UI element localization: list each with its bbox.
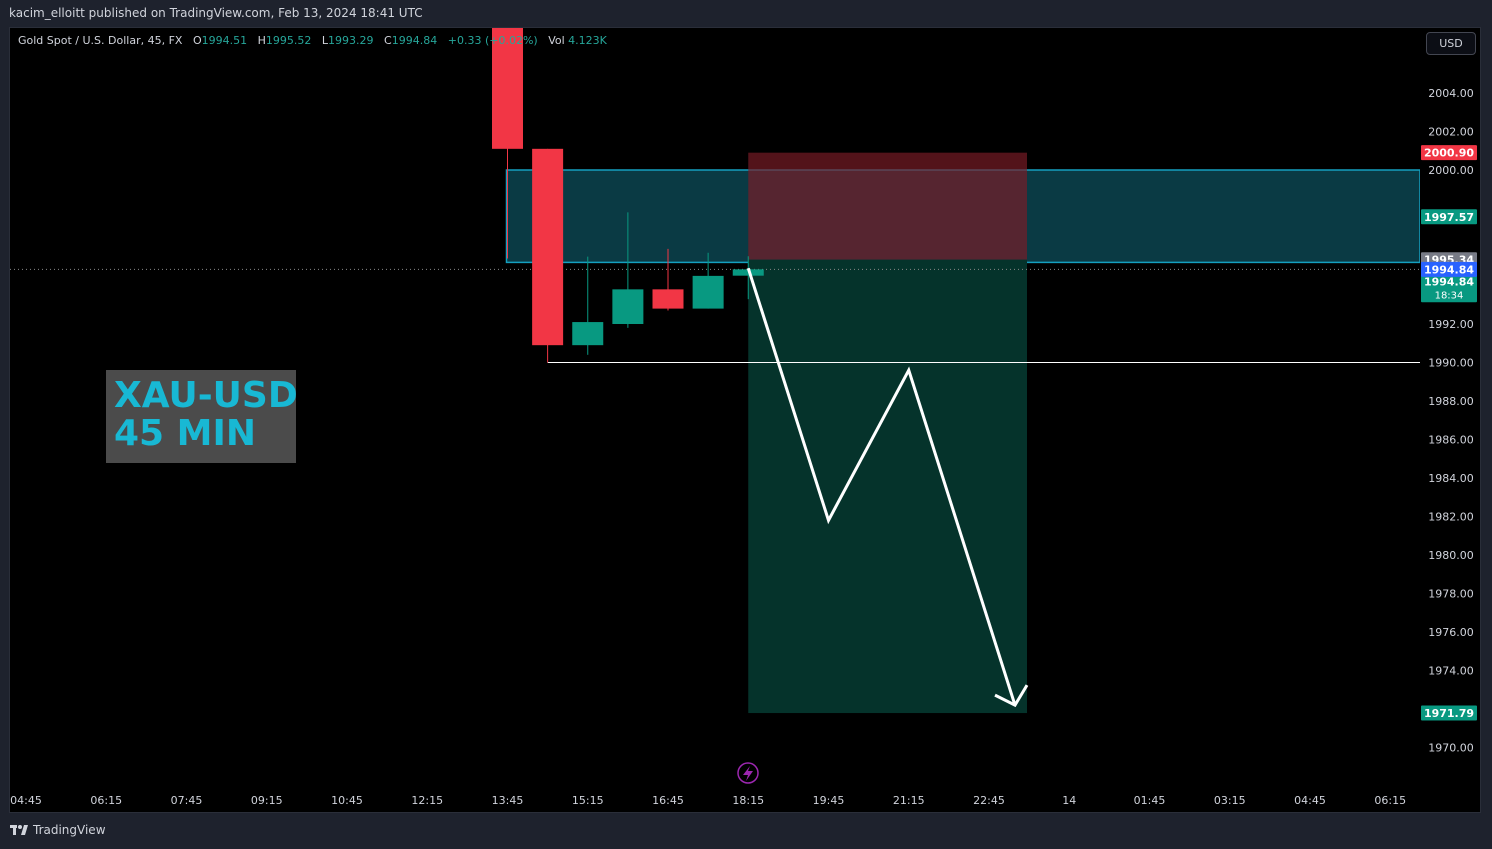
low-value: 1993.29 <box>328 34 374 47</box>
projection-arrow <box>746 267 1017 706</box>
candle[interactable] <box>612 212 644 328</box>
x-tick-label: 07:45 <box>171 794 203 807</box>
price-badge-bg <box>1421 705 1477 721</box>
y-tick-label: 1986.00 <box>1428 434 1474 447</box>
candle-body <box>492 28 523 149</box>
close-label: C <box>384 34 392 47</box>
price-badge-bg <box>1421 209 1477 225</box>
candle[interactable] <box>692 252 724 309</box>
price-badge-bg <box>1421 274 1477 303</box>
price-badge-label: 1994.84 <box>1424 276 1474 289</box>
y-tick-label: 1984.00 <box>1428 472 1474 485</box>
price-badge-countdown: 18:34 <box>1435 291 1464 302</box>
y-tick-label: 2000.00 <box>1428 164 1474 177</box>
y-tick-label: 1980.00 <box>1428 549 1474 562</box>
candle-body <box>652 289 684 309</box>
footer: TradingView <box>0 813 1492 849</box>
x-tick-label: 04:45 <box>1294 794 1326 807</box>
price-badge: 1994.84 <box>1421 261 1477 277</box>
y-tick-label: 1970.00 <box>1428 742 1474 755</box>
price-badge-label: 1994.84 <box>1424 263 1474 276</box>
candle[interactable] <box>532 148 564 363</box>
x-tick-label: 01:45 <box>1134 794 1166 807</box>
x-tick-label: 19:45 <box>813 794 845 807</box>
x-tick-label: 22:45 <box>973 794 1005 807</box>
price-badge-label: 1997.57 <box>1424 211 1474 224</box>
high-value: 1995.52 <box>265 34 312 47</box>
currency-button[interactable]: USD <box>1426 32 1476 55</box>
x-tick-label: 15:15 <box>572 794 604 807</box>
price-badge: 2000.90 <box>1421 145 1477 161</box>
x-tick-label: 16:45 <box>652 794 684 807</box>
price-badge-bg <box>1421 261 1477 277</box>
symbol-description[interactable]: Gold Spot / U.S. Dollar, 45, FX <box>18 34 183 47</box>
tradingview-icon <box>10 825 28 835</box>
y-tick-label: 1990.00 <box>1428 357 1474 370</box>
candle-body <box>692 275 724 309</box>
y-tick-label: 2002.00 <box>1428 126 1474 139</box>
x-tick-label: 06:15 <box>90 794 122 807</box>
volume-value: 4.123K <box>568 34 607 47</box>
x-tick-label: 04:45 <box>10 794 42 807</box>
projection-arrowhead <box>994 684 1029 708</box>
x-tick-label: 12:15 <box>411 794 443 807</box>
y-tick-label: 1978.00 <box>1428 588 1474 601</box>
x-tick-label: 09:15 <box>251 794 283 807</box>
publish-header: kacim_elloitt published on TradingView.c… <box>0 0 1492 27</box>
y-tick-label: 1982.00 <box>1428 511 1474 524</box>
volume-label: Vol <box>548 34 565 47</box>
lightning-bolt <box>743 766 753 781</box>
y-tick-label: 1974.00 <box>1428 665 1474 678</box>
footer-brand: TradingView <box>33 823 106 837</box>
candle-body <box>612 289 644 324</box>
take-profit-area <box>748 259 1027 714</box>
y-tick-label: 1988.00 <box>1428 395 1474 408</box>
candle-body <box>572 322 604 346</box>
x-tick-label: 06:15 <box>1374 794 1406 807</box>
open-label: O <box>192 34 202 47</box>
watermark-symbol: XAU-USD <box>114 375 298 416</box>
x-tick-label: 14 <box>1062 794 1076 807</box>
x-tick-label: 13:45 <box>492 794 524 807</box>
high-label: H <box>257 34 266 47</box>
candle[interactable] <box>652 248 684 311</box>
x-tick-label: 18:15 <box>732 794 764 807</box>
low-label: L <box>321 34 329 47</box>
price-badge: 1971.79 <box>1421 705 1477 721</box>
x-tick-label: 21:15 <box>893 794 925 807</box>
lightning-icon[interactable] <box>737 762 759 784</box>
price-badge: 1997.57 <box>1421 209 1477 225</box>
plot-area <box>10 0 1420 714</box>
ohlc-legend: Gold Spot / U.S. Dollar, 45, FX O1994.51… <box>18 34 607 47</box>
candle[interactable] <box>572 256 604 355</box>
x-tick-label: 03:15 <box>1214 794 1246 807</box>
candle[interactable] <box>492 0 523 259</box>
lightning-circle <box>737 762 759 784</box>
y-tick-label: 1992.00 <box>1428 318 1474 331</box>
open-value: 1994.51 <box>201 34 248 47</box>
close-value: 1994.84 <box>391 34 438 47</box>
x-tick-label: 10:45 <box>331 794 363 807</box>
y-tick-label: 1976.00 <box>1428 626 1474 639</box>
price-badge-bg <box>1421 145 1477 161</box>
change-value: +0.33 (+0.02%) <box>447 34 538 47</box>
price-badge: 1994.84 18:34 <box>1421 274 1477 303</box>
tradingview-logo[interactable]: TradingView <box>10 823 106 837</box>
y-tick-label: 2004.00 <box>1428 87 1474 100</box>
stop-loss-area <box>748 152 1027 260</box>
price-badge-label: 2000.90 <box>1424 147 1474 160</box>
price-badge-label: 1971.79 <box>1424 707 1474 720</box>
watermark-timeframe: 45 MIN <box>114 413 256 454</box>
publish-line: kacim_elloitt published on TradingView.c… <box>9 6 423 20</box>
symbol-watermark: XAU-USD 45 MIN <box>106 370 298 463</box>
candle-body <box>532 148 564 346</box>
